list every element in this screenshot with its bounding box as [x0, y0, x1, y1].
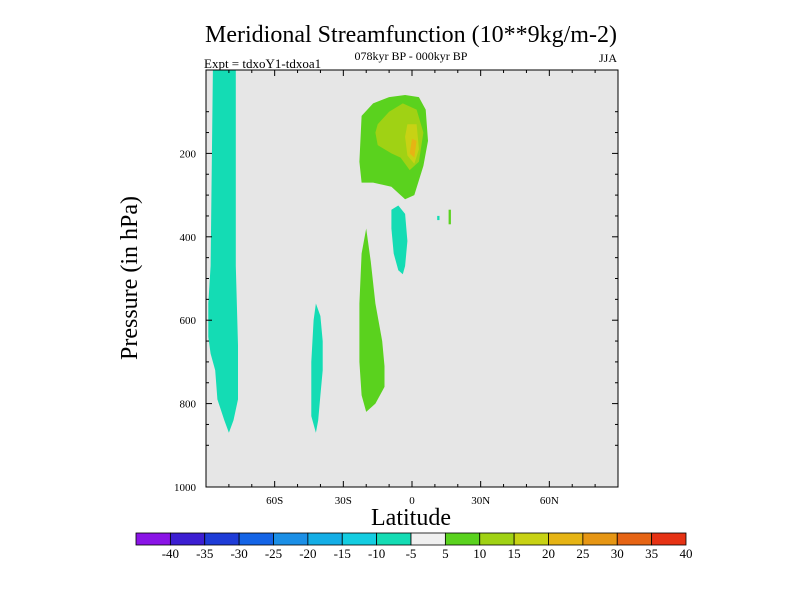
y-axis-label: Pressure (in hPa) — [117, 196, 143, 360]
colorbar-label: 5 — [442, 546, 449, 561]
colorbar-label: -15 — [334, 546, 351, 561]
experiment-label: Expt = tdxoY1-tdxoa1 — [204, 56, 321, 71]
colorbar-label: 35 — [645, 546, 658, 561]
colorbar-label: 20 — [542, 546, 555, 561]
colorbar-label: 10 — [473, 546, 486, 561]
colorbar-box — [651, 532, 687, 546]
colorbar-label: -25 — [265, 546, 282, 561]
colorbar-box — [582, 532, 618, 546]
colorbar-box — [444, 532, 481, 546]
chart-title: Meridional Streamfunction (10**9kg/m-2) — [205, 22, 617, 48]
contour-regions — [208, 70, 451, 433]
x-tick-label: 60S — [266, 495, 283, 507]
colorbar-box — [204, 532, 240, 546]
x-axis-label: Latitude — [371, 505, 451, 531]
colorbar-box — [135, 532, 171, 546]
contour-south-polar-negative — [208, 70, 238, 433]
colorbar-label: -10 — [368, 546, 385, 561]
colorbar-label: -35 — [196, 546, 213, 561]
colorbar-box — [513, 532, 549, 546]
colorbar-box — [341, 532, 378, 546]
x-tick-label: 30N — [471, 495, 490, 507]
contour-upper-positive-max — [409, 138, 417, 158]
colorbar-label: -5 — [406, 546, 417, 561]
x-tick-label: 30S — [335, 495, 352, 507]
contour-small-negative-speck — [437, 215, 440, 221]
contour-southern-negative-lobe — [311, 303, 323, 433]
contour-small-positive-sliver — [448, 209, 451, 225]
axis-tick-labels: 60S 30S 0 30N 60N 200 400 600 800 1000 — [174, 148, 559, 507]
colorbar-box — [410, 532, 446, 546]
colorbar-box — [307, 532, 343, 546]
contour-subtropical-negative-tongue — [391, 205, 408, 275]
y-tick-label: 200 — [180, 148, 197, 160]
x-tick-label: 60N — [540, 495, 559, 507]
colorbar-label: -20 — [299, 546, 316, 561]
colorbar-box — [273, 532, 309, 546]
colorbar-box — [238, 532, 274, 546]
colorbar-label: -40 — [162, 546, 179, 561]
contour-lower-positive-lobe — [359, 228, 385, 412]
colorbar-label: 40 — [680, 546, 693, 561]
y-tick-label: 1000 — [174, 482, 197, 494]
period-label: 078kyr BP - 000kyr BP — [355, 49, 468, 63]
colorbar: -40 -35 -30 -25 -20 -15 -10 -5 5 10 15 20 25 30 35 40 — [135, 532, 693, 561]
colorbar-label: -30 — [230, 546, 247, 561]
y-tick-label: 400 — [180, 232, 197, 244]
colorbar-box — [376, 532, 412, 546]
season-label: JJA — [599, 51, 617, 65]
colorbar-box — [548, 532, 584, 546]
colorbar-label: 25 — [576, 546, 589, 561]
axis-ticks — [206, 70, 618, 487]
y-tick-label: 600 — [180, 315, 197, 327]
x-tick-label: 0 — [409, 495, 415, 507]
y-tick-label: 800 — [180, 399, 197, 411]
colorbar-box — [616, 532, 653, 546]
colorbar-label: 15 — [508, 546, 521, 561]
colorbar-label: 30 — [611, 546, 624, 561]
colorbar-box — [479, 532, 515, 546]
colorbar-box — [169, 532, 206, 546]
